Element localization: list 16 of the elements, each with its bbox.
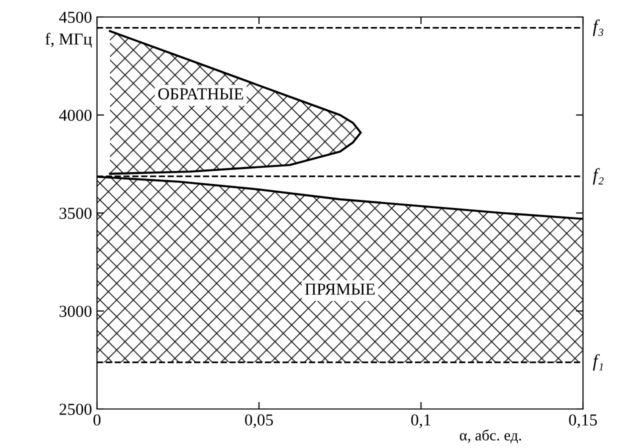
x-tick-label: 0,1 <box>411 414 430 428</box>
ref-line-label: f₂ <box>592 168 604 185</box>
x-tick-label: 0,15 <box>569 414 597 428</box>
y-tick-label: 4000 <box>59 110 92 121</box>
y-tick-label: 3500 <box>60 208 92 219</box>
x-axis-title: α, абс. ед. <box>460 429 522 444</box>
x-tick-label: 0,05 <box>245 414 273 428</box>
x-tick-label: 0 <box>93 414 101 426</box>
y-tick-label: 4500 <box>59 12 92 23</box>
y-tick-label: 3000 <box>60 306 92 317</box>
ref-line-label: f₁ <box>592 354 603 371</box>
y-tick-label: 2500 <box>60 404 92 415</box>
series-label: ОБРАТНЫЕ <box>158 88 244 100</box>
y-axis-title: f, МГц <box>45 32 92 48</box>
ref-line-label: f₃ <box>592 20 604 36</box>
series-label: ПРЯМЫЕ <box>305 284 375 295</box>
